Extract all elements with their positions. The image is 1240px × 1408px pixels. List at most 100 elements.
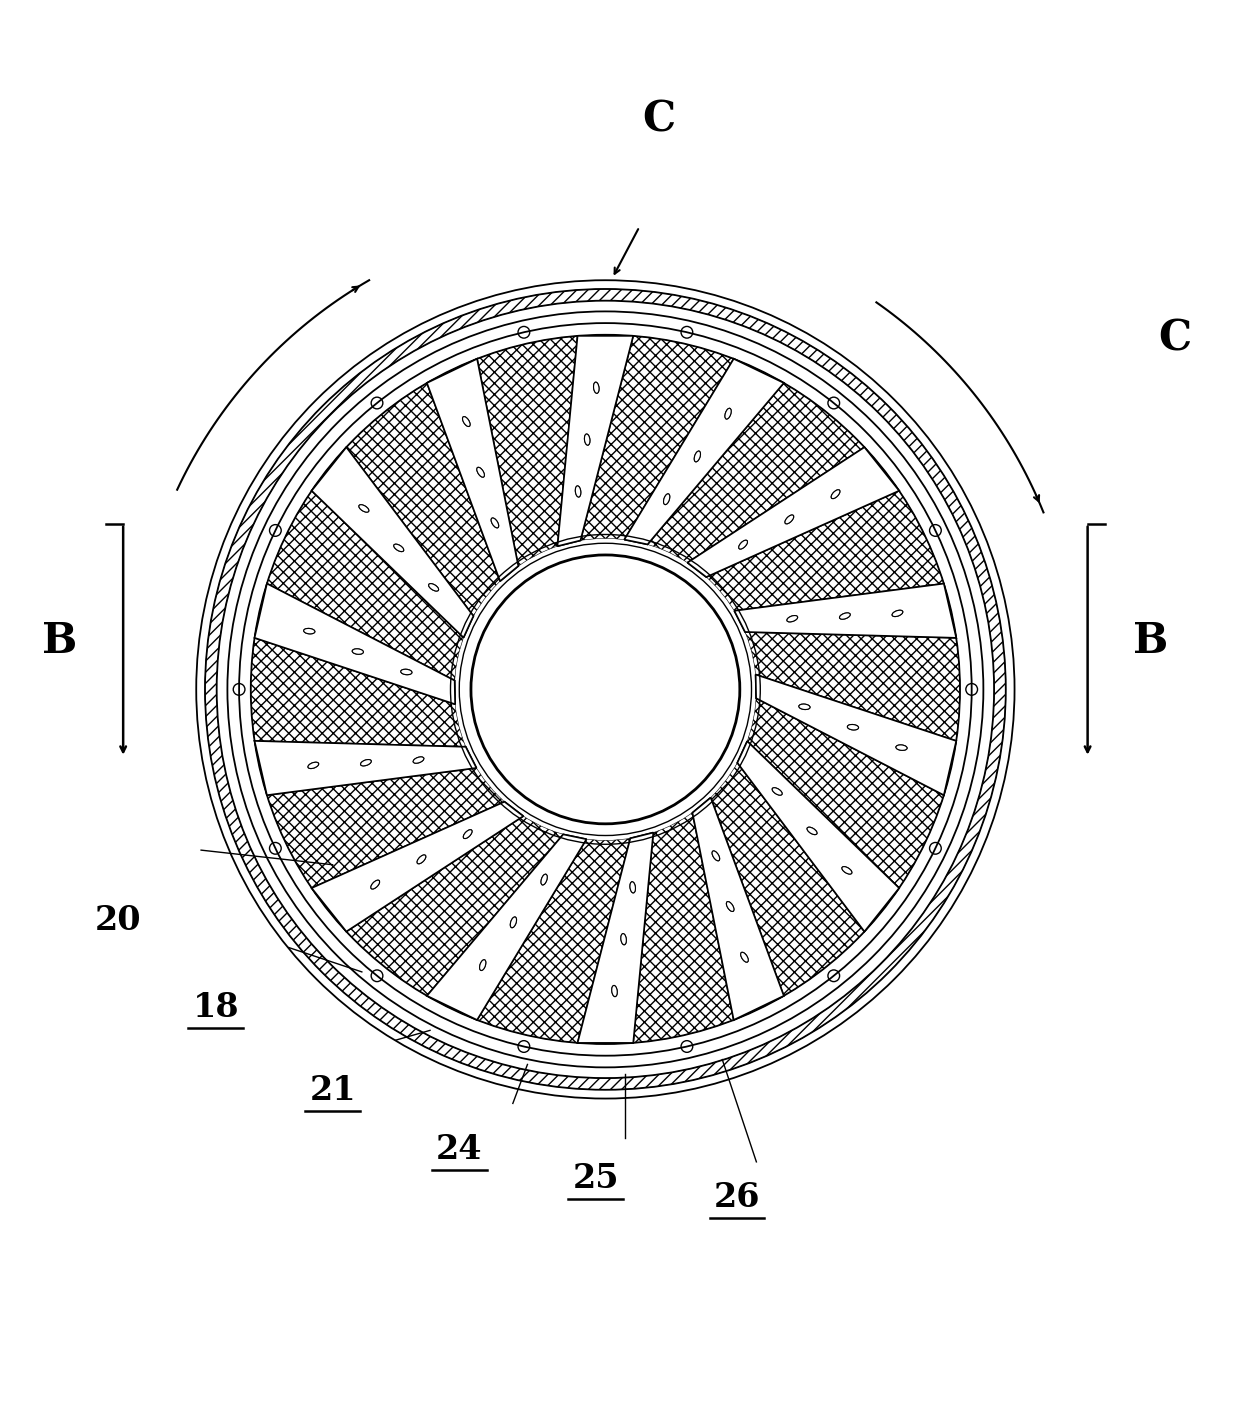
Ellipse shape xyxy=(463,417,470,427)
Polygon shape xyxy=(692,797,784,1019)
Polygon shape xyxy=(427,359,518,582)
Ellipse shape xyxy=(842,867,852,874)
Ellipse shape xyxy=(464,829,472,839)
Ellipse shape xyxy=(594,382,599,393)
Ellipse shape xyxy=(663,494,670,504)
Ellipse shape xyxy=(807,826,817,835)
Ellipse shape xyxy=(807,826,817,835)
Ellipse shape xyxy=(477,467,485,477)
Polygon shape xyxy=(687,448,899,577)
Ellipse shape xyxy=(712,850,719,860)
Ellipse shape xyxy=(358,504,368,513)
Ellipse shape xyxy=(358,504,368,513)
Polygon shape xyxy=(578,832,653,1043)
Ellipse shape xyxy=(394,543,404,552)
Polygon shape xyxy=(687,448,899,577)
Ellipse shape xyxy=(785,515,794,524)
Ellipse shape xyxy=(897,745,908,750)
Ellipse shape xyxy=(491,518,498,528)
Ellipse shape xyxy=(727,901,734,911)
Ellipse shape xyxy=(831,490,839,498)
Ellipse shape xyxy=(463,417,470,427)
Polygon shape xyxy=(734,583,956,638)
Ellipse shape xyxy=(541,874,547,886)
Polygon shape xyxy=(738,741,899,932)
Polygon shape xyxy=(578,832,653,1043)
Circle shape xyxy=(471,555,740,824)
Polygon shape xyxy=(254,741,476,796)
Ellipse shape xyxy=(839,612,851,620)
Polygon shape xyxy=(427,359,518,582)
Polygon shape xyxy=(558,337,634,546)
Ellipse shape xyxy=(847,725,858,729)
Ellipse shape xyxy=(575,486,580,497)
Polygon shape xyxy=(311,448,474,638)
Ellipse shape xyxy=(361,759,371,766)
Polygon shape xyxy=(254,583,455,704)
Ellipse shape xyxy=(839,612,851,620)
Ellipse shape xyxy=(739,541,748,549)
Text: C: C xyxy=(642,99,676,141)
Ellipse shape xyxy=(480,960,486,970)
Polygon shape xyxy=(558,337,634,546)
Text: 25: 25 xyxy=(573,1162,619,1195)
Polygon shape xyxy=(254,583,455,704)
Ellipse shape xyxy=(417,855,425,863)
Ellipse shape xyxy=(842,867,852,874)
Ellipse shape xyxy=(630,881,635,893)
Ellipse shape xyxy=(352,649,363,655)
Ellipse shape xyxy=(740,952,748,962)
Text: B: B xyxy=(42,620,77,662)
Text: 20: 20 xyxy=(95,904,141,936)
Text: 24: 24 xyxy=(436,1132,482,1166)
Ellipse shape xyxy=(575,486,580,497)
Ellipse shape xyxy=(413,758,424,763)
Ellipse shape xyxy=(621,934,626,945)
Ellipse shape xyxy=(727,901,734,911)
Text: 26: 26 xyxy=(714,1181,760,1214)
Ellipse shape xyxy=(394,543,404,552)
Ellipse shape xyxy=(892,610,903,617)
Ellipse shape xyxy=(429,584,439,591)
Ellipse shape xyxy=(464,829,472,839)
Ellipse shape xyxy=(773,787,782,796)
Ellipse shape xyxy=(480,960,486,970)
Ellipse shape xyxy=(799,704,810,710)
Ellipse shape xyxy=(352,649,363,655)
Ellipse shape xyxy=(304,628,315,634)
Ellipse shape xyxy=(694,451,701,462)
Ellipse shape xyxy=(897,745,908,750)
Ellipse shape xyxy=(630,881,635,893)
Ellipse shape xyxy=(785,515,794,524)
Ellipse shape xyxy=(308,762,319,769)
Text: B: B xyxy=(1133,620,1168,662)
Polygon shape xyxy=(755,674,956,796)
Ellipse shape xyxy=(371,880,379,888)
Ellipse shape xyxy=(491,518,498,528)
Polygon shape xyxy=(427,835,587,1019)
Ellipse shape xyxy=(712,850,719,860)
Ellipse shape xyxy=(740,952,748,962)
Ellipse shape xyxy=(611,986,618,997)
Ellipse shape xyxy=(621,934,626,945)
Polygon shape xyxy=(692,797,784,1019)
Ellipse shape xyxy=(511,917,517,928)
Polygon shape xyxy=(311,448,474,638)
Ellipse shape xyxy=(308,762,319,769)
Polygon shape xyxy=(254,741,476,796)
Ellipse shape xyxy=(663,494,670,504)
Ellipse shape xyxy=(584,434,590,445)
Ellipse shape xyxy=(725,408,732,420)
Ellipse shape xyxy=(511,917,517,928)
Text: 18: 18 xyxy=(192,991,239,1025)
Text: C: C xyxy=(1158,318,1192,359)
Ellipse shape xyxy=(541,874,547,886)
Ellipse shape xyxy=(739,541,748,549)
Ellipse shape xyxy=(773,787,782,796)
Polygon shape xyxy=(625,359,784,545)
Polygon shape xyxy=(625,359,784,545)
Ellipse shape xyxy=(787,615,797,622)
Ellipse shape xyxy=(611,986,618,997)
Ellipse shape xyxy=(892,610,903,617)
Ellipse shape xyxy=(799,704,810,710)
